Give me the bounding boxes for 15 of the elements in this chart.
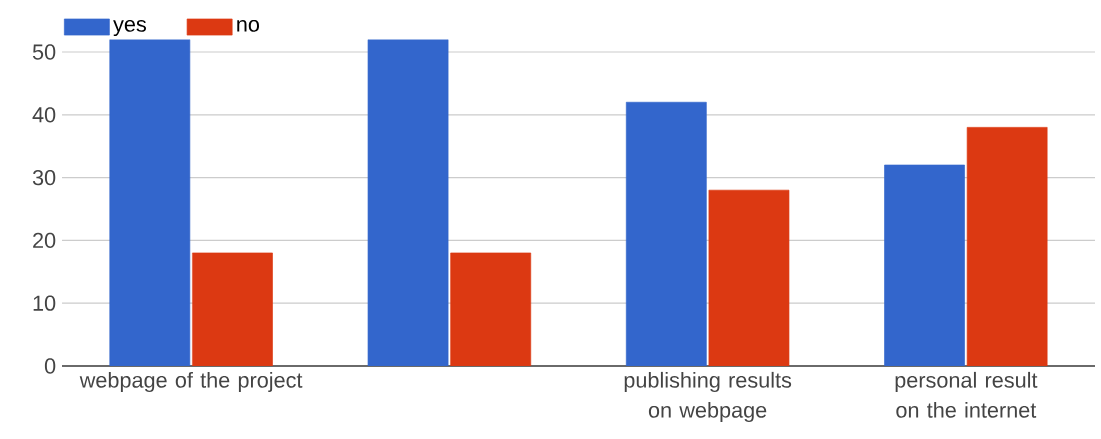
y-tick-label: 30	[32, 169, 56, 186]
legend-label: no	[237, 19, 260, 32]
legend-label: yes	[113, 19, 146, 37]
bar	[625, 101, 707, 366]
x-tick-label: webpage of the project	[79, 371, 303, 393]
x-tick-label: publishing results on webpage	[624, 371, 792, 423]
bar	[367, 39, 449, 366]
y-tick-label: 20	[33, 232, 56, 249]
y-tick-label: 50	[32, 44, 56, 60]
bar	[109, 39, 191, 366]
y-tick-label: 0	[44, 358, 56, 374]
y-tick-label: 10	[33, 295, 56, 311]
bar	[884, 164, 965, 366]
x-tick-label: personal result on the internet	[895, 371, 1038, 418]
y-tick-label: 40	[32, 107, 56, 123]
